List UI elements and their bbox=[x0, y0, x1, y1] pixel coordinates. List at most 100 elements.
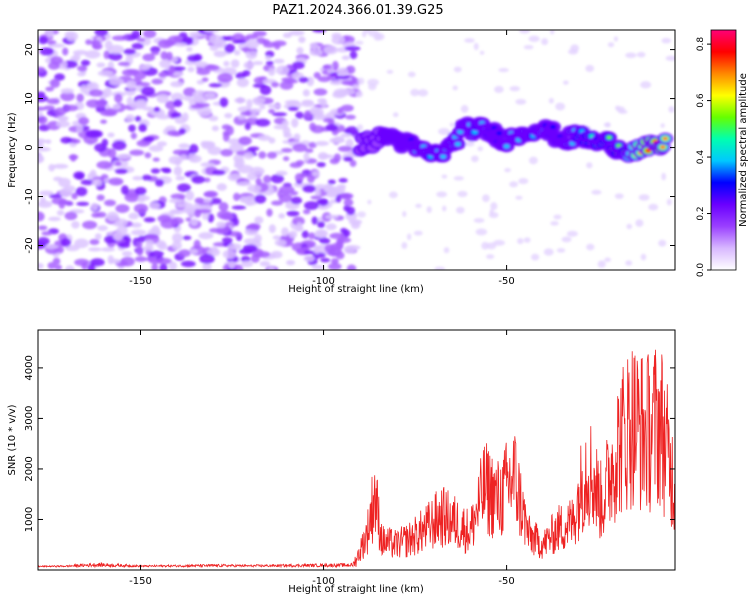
heatmap-blob bbox=[177, 183, 191, 192]
heatmap-blob bbox=[335, 251, 345, 260]
heatmap-blob bbox=[150, 168, 161, 174]
heatmap-blob bbox=[156, 141, 168, 147]
heatmap-blob bbox=[234, 97, 247, 104]
heatmap-blob bbox=[440, 154, 447, 159]
y-tick-label: -20 bbox=[24, 237, 35, 253]
heatmap-blob bbox=[88, 247, 102, 252]
heatmap-blob bbox=[100, 110, 117, 117]
heatmap-blob bbox=[243, 152, 254, 160]
heatmap-blob bbox=[131, 42, 144, 50]
heatmap-blob bbox=[185, 190, 195, 201]
heatmap-blob bbox=[167, 130, 180, 137]
heatmap-blob bbox=[259, 85, 272, 96]
heatmap-blob bbox=[201, 77, 209, 82]
heatmap-blob bbox=[292, 143, 308, 153]
heatmap-blob bbox=[58, 177, 71, 188]
heatmap-blob bbox=[80, 84, 88, 94]
heatmap-blob bbox=[272, 235, 282, 240]
heatmap-blob bbox=[50, 43, 65, 48]
heatmap-blob bbox=[528, 35, 540, 42]
heatmap-blob bbox=[662, 136, 669, 141]
heatmap-blob bbox=[108, 52, 123, 61]
heatmap-blob bbox=[562, 80, 569, 85]
heatmap-blob bbox=[317, 76, 331, 83]
heatmap-blob bbox=[489, 209, 494, 216]
heatmap-blob bbox=[325, 214, 339, 219]
heatmap-blob bbox=[258, 151, 267, 159]
heatmap-blob bbox=[202, 262, 212, 270]
heatmap-blob bbox=[158, 71, 168, 78]
heatmap-blob bbox=[323, 45, 338, 55]
heatmap-blob bbox=[661, 37, 672, 44]
heatmap-blob bbox=[220, 149, 234, 157]
heatmap-blob bbox=[330, 71, 339, 78]
heatmap-blob bbox=[457, 129, 464, 134]
heatmap-blob bbox=[118, 242, 131, 249]
heatmap-blob bbox=[254, 234, 262, 243]
heatmap-blob bbox=[217, 72, 233, 83]
heatmap-blob bbox=[71, 192, 78, 200]
heatmap-blob bbox=[72, 50, 88, 56]
heatmap-blob bbox=[134, 256, 147, 262]
heatmap-blob bbox=[156, 114, 171, 120]
heatmap-blob bbox=[168, 198, 184, 204]
heatmap-blob bbox=[101, 247, 116, 252]
heatmap-blob bbox=[367, 78, 379, 87]
heatmap-blob bbox=[216, 183, 227, 191]
x-tick-label: -50 bbox=[498, 276, 514, 287]
heatmap-blob bbox=[151, 78, 164, 85]
heatmap-blob bbox=[54, 107, 67, 116]
heatmap-blob bbox=[171, 232, 183, 243]
heatmap-blob bbox=[290, 196, 303, 205]
heatmap-blob bbox=[145, 239, 154, 248]
heatmap-blob bbox=[149, 250, 164, 258]
heatmap-blob bbox=[47, 262, 56, 270]
heatmap-blob bbox=[509, 181, 519, 188]
heatmap-blob bbox=[245, 200, 254, 206]
heatmap-blob bbox=[64, 104, 79, 112]
heatmap-blob bbox=[317, 98, 326, 104]
colorbar-ticks: 0.0 0.2 0.4 0.6 0.8 bbox=[696, 37, 711, 277]
heatmap-blob bbox=[518, 178, 529, 185]
heatmap-blob bbox=[333, 136, 345, 143]
heatmap-blob bbox=[338, 185, 346, 194]
y-tick-label: 20 bbox=[24, 43, 35, 56]
heatmap-blob bbox=[268, 67, 276, 77]
heatmap-blob bbox=[87, 263, 96, 270]
heatmap-blob bbox=[268, 224, 276, 234]
heatmap-blob bbox=[38, 66, 46, 73]
heatmap-blob bbox=[302, 184, 316, 193]
heatmap-blob bbox=[183, 95, 192, 101]
heatmap-blob bbox=[443, 247, 450, 254]
heatmap-blob bbox=[159, 263, 168, 270]
heatmap-blob bbox=[604, 257, 611, 263]
heatmap-blob bbox=[503, 144, 510, 149]
heatmap-blob bbox=[194, 61, 209, 68]
heatmap-blob bbox=[46, 40, 57, 45]
heatmap-blob bbox=[75, 186, 88, 197]
heatmap-blob bbox=[136, 37, 146, 42]
heatmap-blob bbox=[128, 124, 136, 133]
heatmap-blob bbox=[112, 140, 127, 151]
heatmap-blob bbox=[329, 158, 340, 165]
heatmap-blob bbox=[142, 30, 157, 39]
heatmap-blob bbox=[60, 88, 74, 94]
heatmap-blob bbox=[486, 242, 497, 250]
y-tick-label: 4000 bbox=[24, 355, 35, 380]
heatmap-blob bbox=[302, 209, 311, 215]
heatmap-blob bbox=[182, 235, 192, 241]
heatmap-blob bbox=[148, 145, 164, 152]
heatmap-blob bbox=[543, 248, 554, 256]
heatmap-blob bbox=[282, 156, 290, 162]
heatmap-blob bbox=[121, 250, 133, 257]
x-tick-label: -100 bbox=[312, 576, 335, 587]
heatmap-blob bbox=[46, 30, 54, 38]
heatmap-blob bbox=[246, 98, 253, 109]
heatmap-blob bbox=[70, 138, 81, 144]
heatmap-blob bbox=[272, 112, 288, 117]
heatmap-blob bbox=[194, 197, 205, 204]
heatmap-blob bbox=[449, 122, 454, 127]
heatmap-blob bbox=[247, 223, 261, 231]
heatmap-blob bbox=[232, 39, 247, 44]
heatmap-blob bbox=[530, 253, 540, 261]
